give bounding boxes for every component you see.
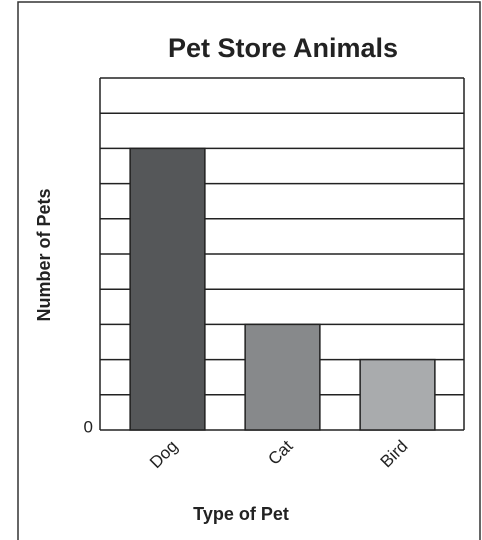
y-tick-label: 0 bbox=[84, 417, 93, 436]
chart-title: Pet Store Animals bbox=[168, 33, 398, 63]
frame bbox=[17, 1, 481, 540]
x-tick-label: Cat bbox=[264, 436, 296, 468]
x-axis-label: Type of Pet bbox=[193, 504, 289, 524]
x-tick-label: Bird bbox=[377, 437, 412, 472]
bar bbox=[359, 358, 436, 431]
y-axis-label: Number of Pets bbox=[34, 188, 54, 321]
bar bbox=[129, 147, 206, 431]
bar bbox=[244, 323, 321, 431]
x-tick-label: Dog bbox=[146, 437, 181, 472]
